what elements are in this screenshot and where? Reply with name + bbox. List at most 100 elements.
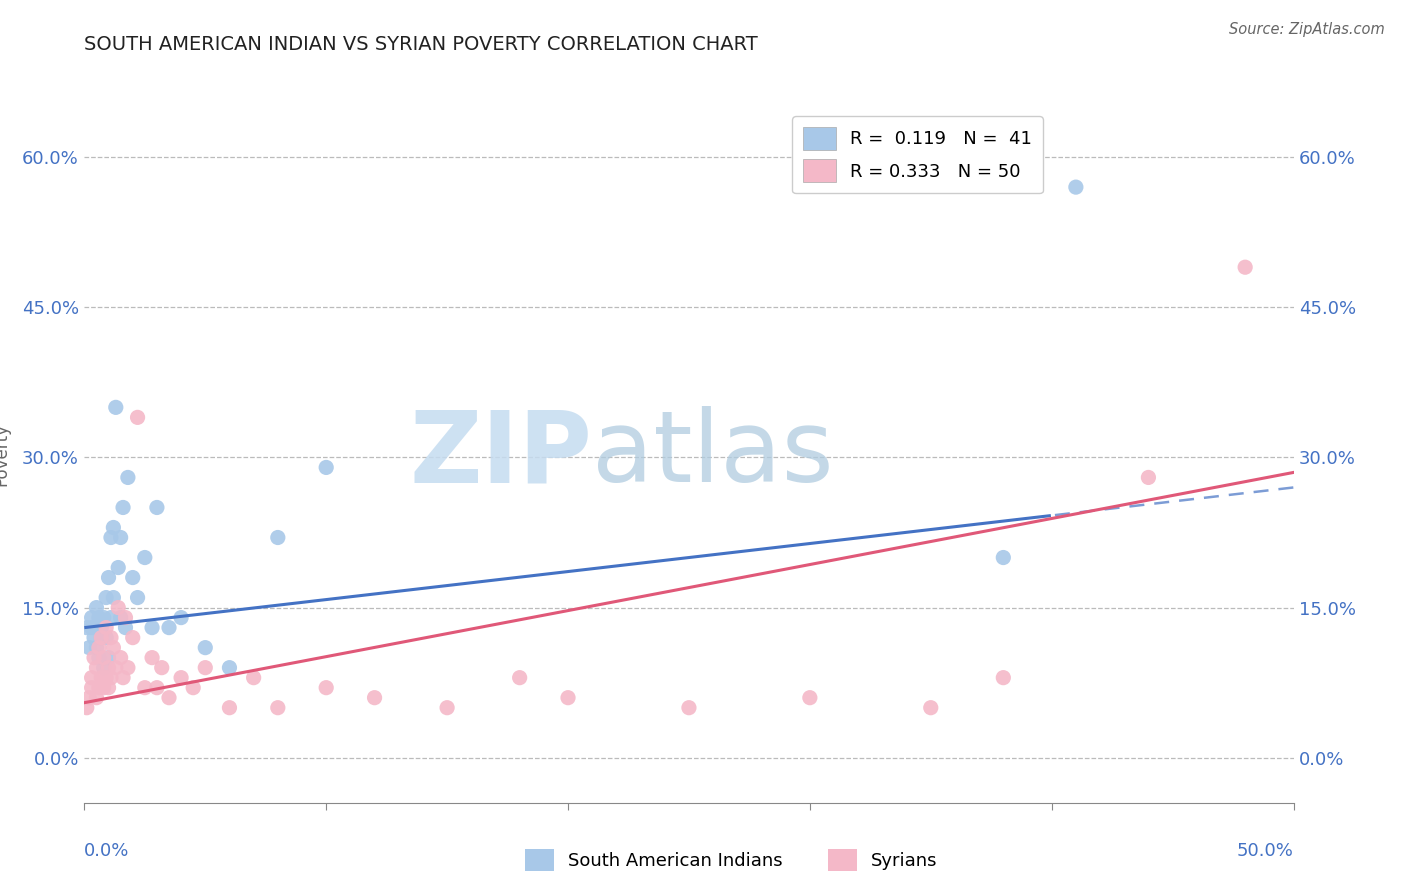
Point [94,621,117,635]
Point [121,631,143,645]
Point [1064,180,1087,194]
Point [127,410,149,425]
Y-axis label: Poverty: Poverty [0,424,11,486]
Point [87,610,110,624]
Point [157,621,180,635]
Point [218,660,240,674]
Point [134,550,156,565]
Point [114,610,136,624]
Point [112,500,135,515]
Point [181,681,204,695]
Point [83,650,105,665]
Point [799,690,821,705]
Point [315,460,337,475]
Point [127,591,149,605]
Text: 50.0%: 50.0% [1237,842,1294,860]
Text: 0.0%: 0.0% [84,842,129,860]
Point [97,650,120,665]
Point [97,681,120,695]
Point [80,621,103,635]
Point [993,550,1015,565]
Point [993,671,1015,685]
Point [104,401,127,415]
Point [436,700,458,714]
Point [170,671,193,685]
Point [509,671,531,685]
Point [218,700,240,714]
Point [100,610,122,624]
Point [112,671,135,685]
Point [93,650,115,665]
Point [107,600,129,615]
Text: atlas: atlas [592,407,834,503]
Point [141,621,163,635]
Point [80,671,103,685]
Point [114,621,136,635]
Point [146,500,169,515]
Point [86,640,108,655]
Point [93,660,115,674]
Point [77,640,100,655]
Point [90,631,112,645]
Point [678,700,700,714]
Point [107,560,129,574]
Point [87,681,110,695]
Point [77,690,100,705]
Point [267,700,290,714]
Point [93,681,115,695]
Point [117,660,139,674]
Point [90,671,112,685]
Point [315,681,337,695]
Point [242,671,264,685]
Point [1234,260,1257,275]
Point [80,681,103,695]
Point [80,610,103,624]
Point [110,650,132,665]
Point [86,600,108,615]
Text: Source: ZipAtlas.com: Source: ZipAtlas.com [1229,22,1385,37]
Point [1137,470,1160,484]
Text: SOUTH AMERICAN INDIAN VS SYRIAN POVERTY CORRELATION CHART: SOUTH AMERICAN INDIAN VS SYRIAN POVERTY … [84,35,758,54]
Point [103,640,125,655]
Point [141,650,163,665]
Legend: South American Indians, Syrians: South American Indians, Syrians [517,842,945,879]
Point [150,660,173,674]
Point [117,470,139,484]
Point [194,640,217,655]
Point [94,671,117,685]
Point [103,520,125,534]
Point [100,531,122,545]
Point [110,610,132,624]
Text: ZIP: ZIP [409,407,592,503]
Point [86,690,108,705]
Point [134,681,156,695]
Point [94,591,117,605]
Point [93,610,115,624]
Point [97,660,120,674]
Point [194,660,217,674]
Point [104,660,127,674]
Point [100,631,122,645]
Point [86,660,108,674]
Point [103,591,125,605]
Point [170,610,193,624]
Point [267,531,290,545]
Point [920,700,942,714]
Point [76,700,98,714]
Point [90,621,112,635]
Point [100,671,122,685]
Point [83,631,105,645]
Point [90,631,112,645]
Legend: R =  0.119   N =  41, R = 0.333   N = 50: R = 0.119 N = 41, R = 0.333 N = 50 [792,116,1043,194]
Point [110,531,132,545]
Point [157,690,180,705]
Point [121,570,143,584]
Point [363,690,385,705]
Point [87,640,110,655]
Point [76,621,98,635]
Point [97,570,120,584]
Point [146,681,169,695]
Point [94,631,117,645]
Point [87,650,110,665]
Point [557,690,579,705]
